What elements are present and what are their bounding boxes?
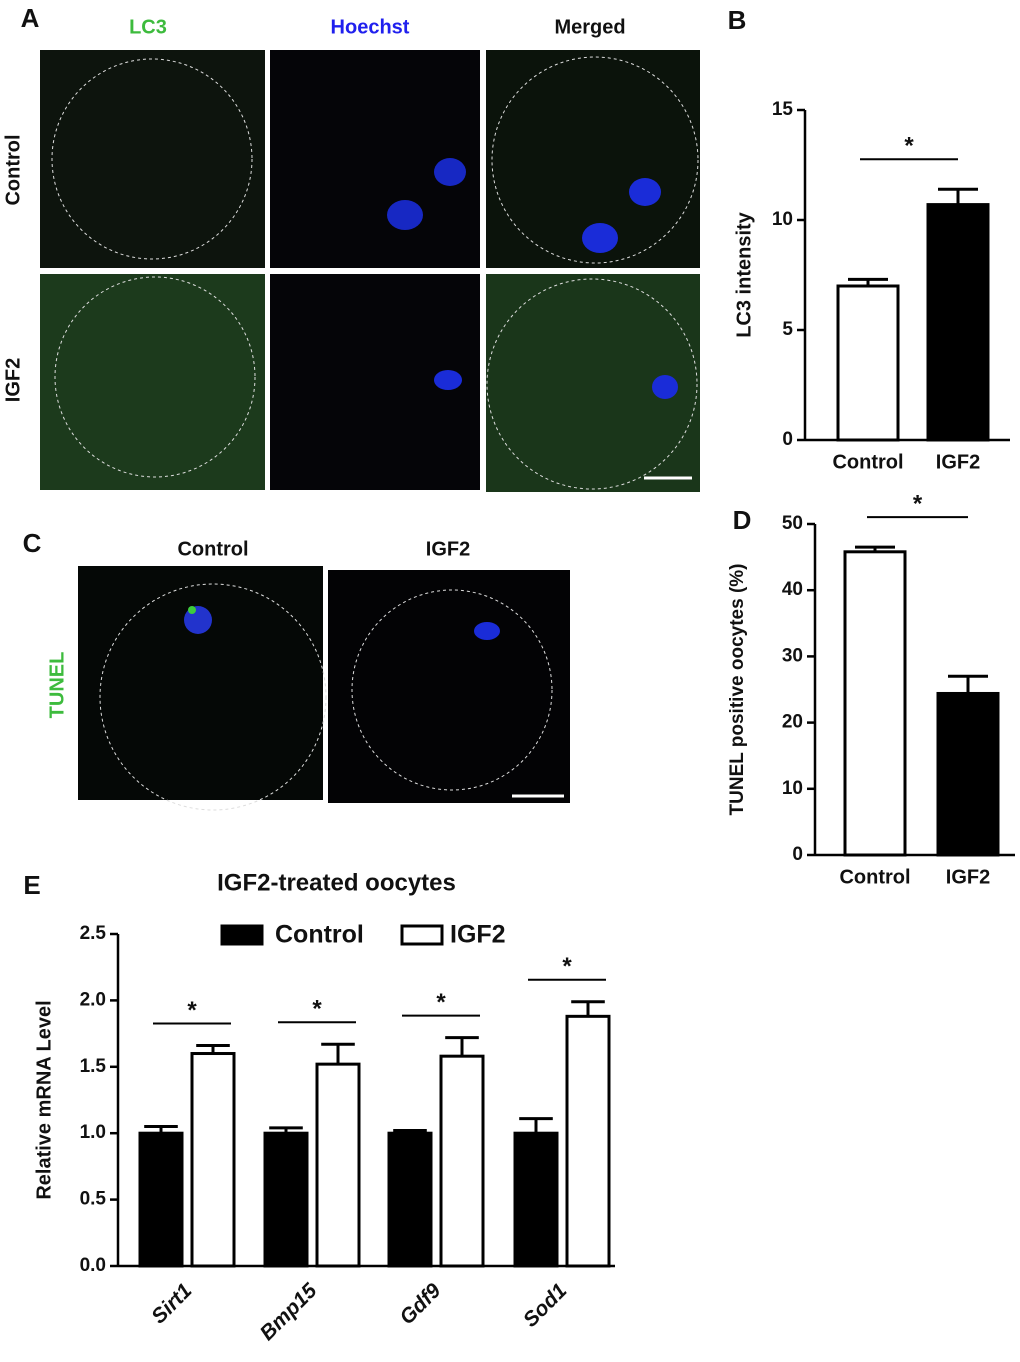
significance-label: *	[913, 491, 923, 518]
panel-letter: C	[23, 528, 42, 558]
y-tick-label: 10	[772, 209, 793, 230]
row-label: Control	[2, 134, 24, 205]
significance-label: *	[904, 133, 914, 160]
micrographs-c	[78, 566, 570, 811]
y-tick-label: 0.5	[80, 1189, 107, 1210]
panel-letter: D	[733, 505, 752, 535]
legend-swatch	[220, 924, 264, 946]
bar	[926, 203, 990, 442]
y-tick-label: 0.0	[80, 1255, 106, 1276]
significance-label: *	[187, 997, 197, 1024]
bar	[936, 691, 1000, 857]
y-tick-label: 2.5	[80, 923, 107, 944]
legend-swatch	[400, 924, 444, 946]
row-label: TUNEL	[46, 652, 68, 719]
x-tick-label: Control	[832, 451, 903, 473]
y-axis-label: LC3 intensity	[733, 211, 755, 337]
x-tick-label: Sod1	[519, 1279, 572, 1332]
x-tick-label: IGF2	[936, 451, 980, 473]
significance-label: *	[312, 996, 322, 1023]
y-tick-label: 0	[792, 844, 803, 865]
bar	[263, 1131, 309, 1268]
y-tick-label: 1.5	[80, 1056, 107, 1077]
column-label: Merged	[554, 16, 625, 38]
panel-letter: E	[23, 870, 40, 900]
bar	[439, 1054, 485, 1268]
panel-letter: B	[728, 5, 747, 35]
x-tick-label: Sirt1	[147, 1279, 196, 1328]
bar	[513, 1131, 559, 1268]
micrographs-a	[40, 50, 700, 492]
y-tick-label: 15	[772, 99, 794, 120]
row-label: IGF2	[2, 358, 24, 402]
legend-label: Control	[275, 921, 364, 949]
x-tick-label: IGF2	[946, 866, 990, 888]
bar	[843, 550, 907, 857]
x-tick-label: Bmp15	[256, 1279, 322, 1345]
y-tick-label: 5	[782, 319, 793, 340]
legend-label: IGF2	[450, 921, 506, 949]
significance-label: *	[436, 989, 446, 1016]
significance-label: *	[562, 953, 572, 980]
panel-letter: A	[21, 3, 40, 33]
bar	[565, 1014, 611, 1268]
y-tick-label: 20	[782, 712, 803, 733]
y-axis-label: TUNEL positive oocytes (%)	[727, 564, 748, 816]
bar	[315, 1062, 361, 1268]
column-label: IGF2	[426, 538, 470, 560]
x-tick-label: Control	[839, 866, 910, 888]
y-tick-label: 30	[782, 645, 803, 666]
y-tick-label: 0	[782, 429, 793, 450]
bar	[836, 284, 900, 442]
y-tick-label: 2.0	[80, 989, 106, 1010]
bar	[138, 1131, 184, 1268]
y-tick-label: 40	[782, 579, 803, 600]
y-axis-label: Relative mRNA Level	[33, 1000, 55, 1199]
y-tick-label: 1.0	[80, 1122, 106, 1143]
y-tick-label: 10	[782, 778, 803, 799]
column-label: Control	[177, 538, 248, 560]
chart-title: IGF2-treated oocytes	[217, 869, 456, 896]
bar	[190, 1052, 236, 1268]
y-tick-label: 50	[782, 513, 803, 534]
column-label: LC3	[129, 16, 167, 38]
column-label: Hoechst	[331, 16, 410, 38]
x-tick-label: Gdf9	[395, 1279, 445, 1329]
bar	[387, 1131, 433, 1268]
